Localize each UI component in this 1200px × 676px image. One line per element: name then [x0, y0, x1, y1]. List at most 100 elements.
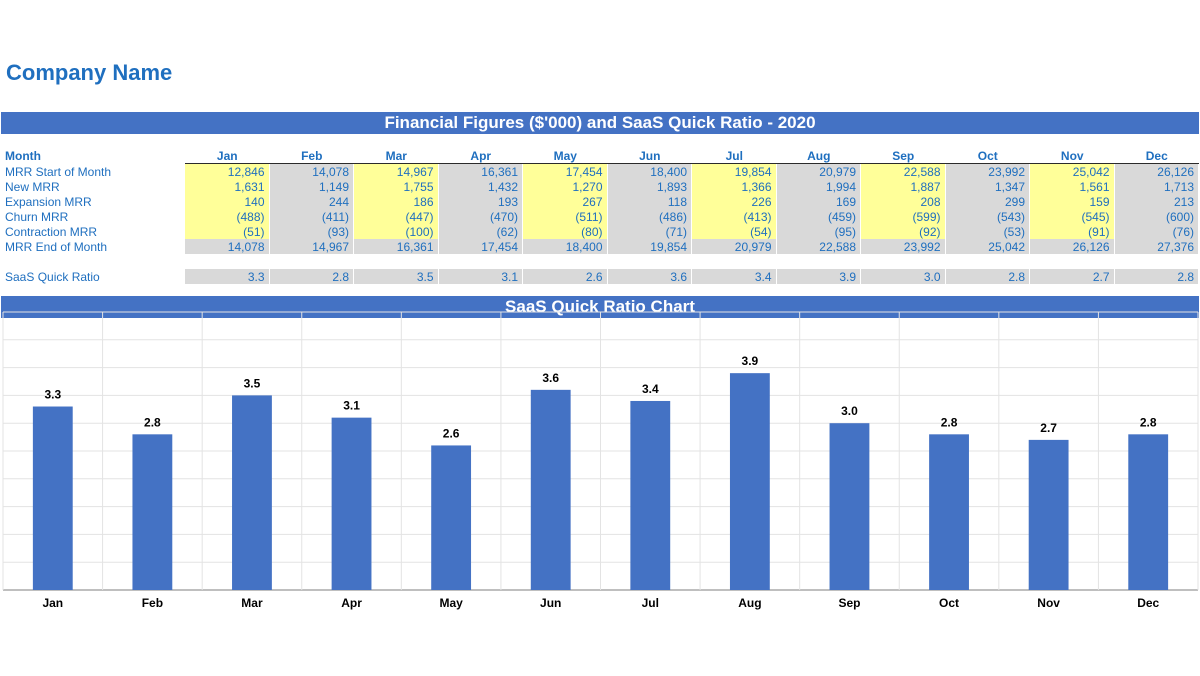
x-tick-label-jul: Jul [642, 596, 659, 610]
table-cell: (459) [776, 209, 861, 224]
row-label: MRR End of Month [5, 239, 108, 254]
table-cell: 1,432 [438, 179, 523, 194]
spacer-cell [1, 254, 1199, 269]
table-cell: (100) [354, 224, 439, 239]
data-label-dec: 2.8 [1140, 415, 1157, 429]
table-cell: (80) [523, 224, 608, 239]
table-cell: 213 [1114, 194, 1199, 209]
table-cell: 208 [861, 194, 946, 209]
data-label-may: 2.6 [443, 426, 460, 440]
chart-svg: 3.3 Jan 2.8 Feb 3.5 Mar 3.1 Apr 2.6 May 3.6 Jun 3.4 J… [2, 311, 1199, 610]
quick-ratio-cell: 3.4 [692, 269, 777, 284]
table-body: MRR Start of Month 12,846 14,078 14,967 16,3… [1, 164, 1199, 284]
data-label-mar: 3.5 [244, 376, 261, 390]
table-cell: (93) [269, 224, 354, 239]
table-cell: (95) [776, 224, 861, 239]
table-cell: 1,149 [269, 179, 354, 194]
table-cell: 26,126 [1030, 239, 1115, 254]
table-cell: (600) [1114, 209, 1199, 224]
quick-ratio-cell: 2.8 [1114, 269, 1199, 284]
table-cell: (76) [1114, 224, 1199, 239]
month-header-oct: Oct [945, 148, 1030, 164]
table-cell: 169 [776, 194, 861, 209]
table-cell: 193 [438, 194, 523, 209]
table-cell: 17,454 [438, 239, 523, 254]
table-cell: 23,992 [861, 239, 946, 254]
table-cell: 14,967 [269, 239, 354, 254]
data-label-oct: 2.8 [941, 415, 958, 429]
x-tick-label-may: May [439, 596, 463, 610]
quick-ratio-cell: 2.7 [1030, 269, 1115, 284]
table-cell: (486) [607, 209, 692, 224]
data-label-feb: 2.8 [144, 415, 161, 429]
table-cell: 16,361 [354, 239, 439, 254]
table-cell: (71) [607, 224, 692, 239]
x-tick-label-jan: Jan [42, 596, 63, 610]
data-label-aug: 3.9 [742, 354, 759, 368]
table-cell: 22,588 [776, 239, 861, 254]
table-cell: 1,270 [523, 179, 608, 194]
table-cell: 244 [269, 194, 354, 209]
table-cell: 27,376 [1114, 239, 1199, 254]
table-cell: 1,631 [185, 179, 270, 194]
x-tick-label-nov: Nov [1037, 596, 1060, 610]
month-header-nov: Nov [1030, 148, 1115, 164]
month-header-aug: Aug [776, 148, 861, 164]
table-cell: 159 [1030, 194, 1115, 209]
table-cell: 22,588 [861, 164, 946, 179]
table-cell: 1,347 [945, 179, 1030, 194]
table-cell: (51) [185, 224, 270, 239]
month-header-dec: Dec [1114, 148, 1199, 164]
quick-ratio-cell: 3.5 [354, 269, 439, 284]
x-tick-label-oct: Oct [939, 596, 959, 610]
quick-ratio-cell: 2.8 [945, 269, 1030, 284]
table-cell: (470) [438, 209, 523, 224]
table-cell: 1,893 [607, 179, 692, 194]
table-cell: 12,846 [185, 164, 270, 179]
month-header-label: Month [5, 149, 41, 163]
bar-jul [630, 400, 671, 590]
month-header-may: May [523, 148, 608, 164]
month-header-sep: Sep [861, 148, 946, 164]
quick-ratio-row: SaaS Quick Ratio 3.3 2.8 3.5 3.1 2.6 3.6 3.4 3.9… [1, 269, 1199, 284]
table-cell: (488) [185, 209, 270, 224]
bar-dec [1128, 434, 1169, 590]
row-label: Churn MRR [5, 209, 69, 224]
table-cell: 299 [945, 194, 1030, 209]
financial-table: Month Jan Feb Mar Apr May Jun Jul Aug Sep Oct Nov D… [1, 148, 1199, 284]
quick-ratio-cell: 3.9 [776, 269, 861, 284]
quick-ratio-cell: 3.6 [607, 269, 692, 284]
quick-ratio-cell: 3.0 [861, 269, 946, 284]
table-row: Expansion MRR 140 244 186 193 267 118 226 169 208… [1, 194, 1199, 209]
x-tick-label-apr: Apr [341, 596, 362, 610]
table-cell: (599) [861, 209, 946, 224]
table-title-banner: Financial Figures ($'000) and SaaS Quick… [1, 112, 1199, 134]
bar-jun [530, 389, 571, 590]
table-row: Churn MRR (488) (411) (447) (470) (511) (486)(… [1, 209, 1199, 224]
data-label-jul: 3.4 [642, 382, 659, 396]
table-cell: 26,126 [1114, 164, 1199, 179]
month-header-jun: Jun [607, 148, 692, 164]
table-cell: (53) [945, 224, 1030, 239]
table-cell: 16,361 [438, 164, 523, 179]
row-label: MRR Start of Month [5, 164, 112, 179]
x-tick-label-jun: Jun [540, 596, 561, 610]
bar-may [431, 445, 472, 590]
table-cell: 118 [607, 194, 692, 209]
bar-nov [1028, 439, 1069, 590]
table-row: MRR Start of Month 12,846 14,078 14,967 16,3… [1, 164, 1199, 179]
table-cell: 1,366 [692, 179, 777, 194]
table-row: MRR End of Month 14,078 14,967 16,361 17,454… [1, 239, 1199, 254]
table-cell: 140 [185, 194, 270, 209]
table-cell: (447) [354, 209, 439, 224]
data-label-jun: 3.6 [542, 371, 559, 385]
table-cell: 226 [692, 194, 777, 209]
data-label-sep: 3.0 [841, 404, 858, 418]
table-cell: 186 [354, 194, 439, 209]
table-row: New MRR 1,631 1,149 1,755 1,432 1,270 1,893 1,3… [1, 179, 1199, 194]
table-cell: (62) [438, 224, 523, 239]
quick-ratio-chart: 3.3 Jan 2.8 Feb 3.5 Mar 3.1 Apr 2.6 May 3.6 Jun 3.4 J… [0, 308, 1200, 628]
bar-jan [32, 406, 73, 590]
bar-oct [929, 434, 969, 590]
x-tick-label-aug: Aug [738, 596, 761, 610]
